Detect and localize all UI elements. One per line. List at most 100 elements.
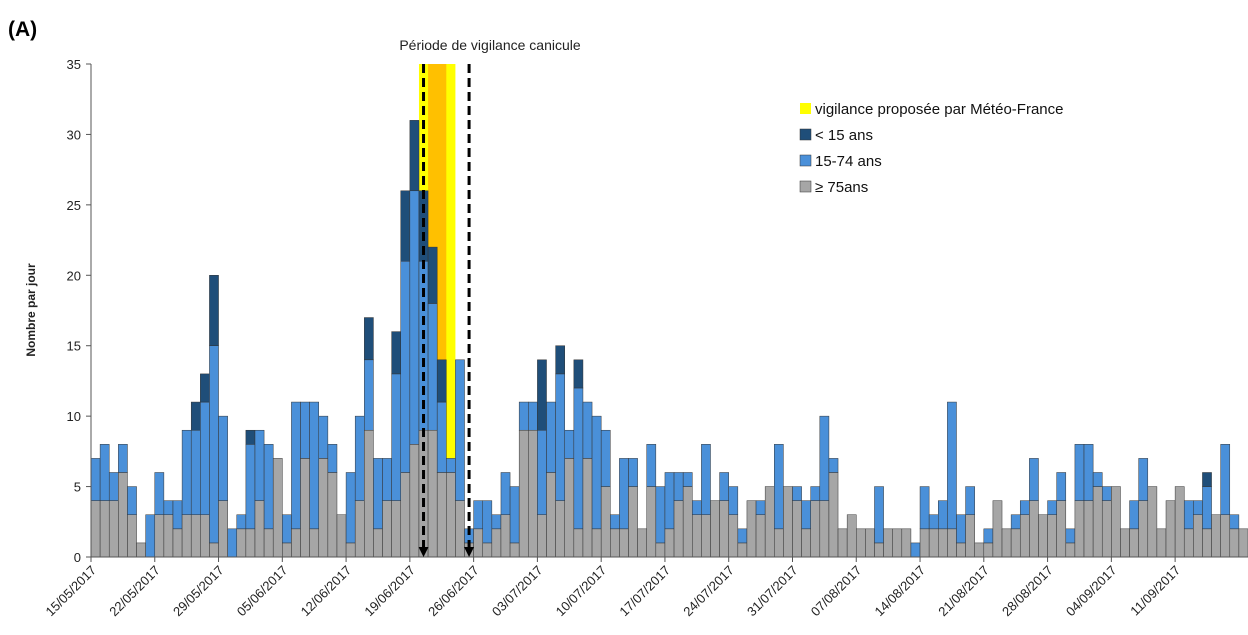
bar-ge75 — [245, 528, 256, 558]
bar-ge75 — [883, 528, 893, 558]
bar-ge75 — [865, 528, 875, 558]
x-tick-label: 14/08/2017 — [872, 563, 929, 620]
bar-15-74 — [564, 429, 575, 459]
bar-15-74 — [409, 190, 420, 445]
bar-ge75 — [792, 500, 802, 558]
bar-ge75 — [692, 514, 702, 558]
bar-ge75 — [1029, 500, 1039, 558]
bar-ge75 — [591, 528, 602, 558]
bar-ge75 — [190, 514, 201, 558]
bar-lt15 — [555, 345, 565, 375]
x-tick-label: 10/07/2017 — [553, 563, 610, 620]
bar-lt15 — [209, 275, 219, 346]
bar-lt15 — [200, 373, 210, 403]
bar-ge75 — [318, 458, 329, 558]
bar-ge75 — [846, 514, 857, 558]
bar-ge75 — [1010, 528, 1021, 558]
bar-15-74 — [427, 303, 438, 431]
bar-ge75 — [764, 486, 775, 558]
bar-15-74 — [382, 458, 392, 501]
bar-ge75 — [637, 528, 647, 558]
bar-15-74 — [646, 444, 657, 487]
y-tick-label: 30 — [67, 127, 81, 142]
bar-15-74 — [1229, 514, 1240, 530]
bar-15-74 — [391, 373, 401, 501]
bar-15-74 — [154, 472, 165, 515]
bar-ge75 — [1120, 528, 1130, 558]
bar-15-74 — [965, 486, 975, 515]
bar-ge75 — [828, 472, 839, 558]
bar-15-74 — [910, 542, 921, 558]
bar-lt15 — [436, 359, 447, 403]
bar-ge75 — [136, 542, 146, 558]
x-tick-label: 03/07/2017 — [489, 563, 546, 620]
bar-15-74 — [1183, 500, 1194, 530]
vigilance-annotation: Période de vigilance canicule — [399, 37, 581, 53]
y-tick-label: 25 — [67, 198, 81, 213]
bar-15-74 — [655, 486, 666, 544]
y-tick-label: 10 — [67, 409, 81, 424]
bar-15-74 — [546, 401, 556, 473]
bar-15-74 — [1092, 472, 1103, 487]
bar-lt15 — [427, 246, 438, 304]
bar-lt15 — [573, 359, 584, 389]
bar-15-74 — [209, 345, 219, 544]
bar-15-74 — [1056, 472, 1067, 501]
bar-ge75 — [1202, 528, 1212, 558]
bar-15-74 — [938, 500, 948, 530]
bar-ge75 — [892, 528, 903, 558]
bar-ge75 — [181, 514, 192, 558]
bar-15-74 — [1202, 486, 1212, 530]
bar-ge75 — [555, 500, 565, 558]
bar-ge75 — [710, 500, 720, 558]
bar-ge75 — [1174, 486, 1185, 558]
bar-15-74 — [1220, 444, 1231, 515]
x-tick-label: 15/05/2017 — [42, 563, 99, 620]
bar-15-74 — [673, 472, 684, 501]
bar-lt15 — [391, 331, 401, 375]
bar-15-74 — [582, 401, 593, 459]
bar-ge75 — [436, 472, 447, 558]
bar-15-74 — [719, 472, 729, 501]
bar-ge75 — [1238, 528, 1248, 558]
bar-15-74 — [400, 260, 411, 473]
bar-ge75 — [1156, 528, 1167, 558]
bar-ge75 — [291, 528, 301, 558]
bar-15-74 — [491, 514, 502, 530]
bar-ge75 — [272, 458, 283, 558]
bar-ge75 — [673, 500, 684, 558]
bar-15-74 — [190, 429, 201, 515]
bar-15-74 — [528, 401, 538, 431]
bar-ge75 — [90, 500, 101, 558]
bar-15-74 — [701, 444, 711, 515]
bar-15-74 — [99, 444, 110, 501]
bar-15-74 — [163, 500, 174, 515]
bar-ge75 — [282, 542, 292, 558]
bar-15-74 — [600, 429, 611, 487]
bar-ge75 — [427, 429, 438, 558]
x-tick-label: 17/07/2017 — [616, 563, 673, 620]
x-tick-label: 29/05/2017 — [170, 563, 227, 620]
y-tick-label: 15 — [67, 339, 81, 354]
bar-ge75 — [218, 500, 228, 558]
bar-ge75 — [1019, 514, 1030, 558]
bar-ge75 — [646, 486, 657, 558]
bar-15-74 — [947, 401, 957, 530]
bar-15-74 — [518, 401, 529, 431]
bar-15-74 — [500, 472, 511, 515]
bar-lt15 — [400, 190, 411, 262]
legend-swatch — [799, 128, 812, 141]
bar-15-74 — [327, 444, 338, 473]
bar-15-74 — [291, 401, 301, 530]
bars-group — [90, 120, 1248, 558]
bar-15-74 — [1029, 458, 1039, 501]
bar-ge75 — [774, 528, 784, 558]
bar-ge75 — [1138, 500, 1149, 558]
y-tick-label: 5 — [74, 480, 81, 495]
bar-15-74 — [473, 500, 483, 530]
legend-swatch — [799, 180, 812, 193]
bar-lt15 — [364, 317, 374, 361]
bar-ge75 — [1220, 514, 1231, 558]
bar-15-74 — [354, 415, 365, 501]
bar-15-74 — [537, 429, 547, 515]
